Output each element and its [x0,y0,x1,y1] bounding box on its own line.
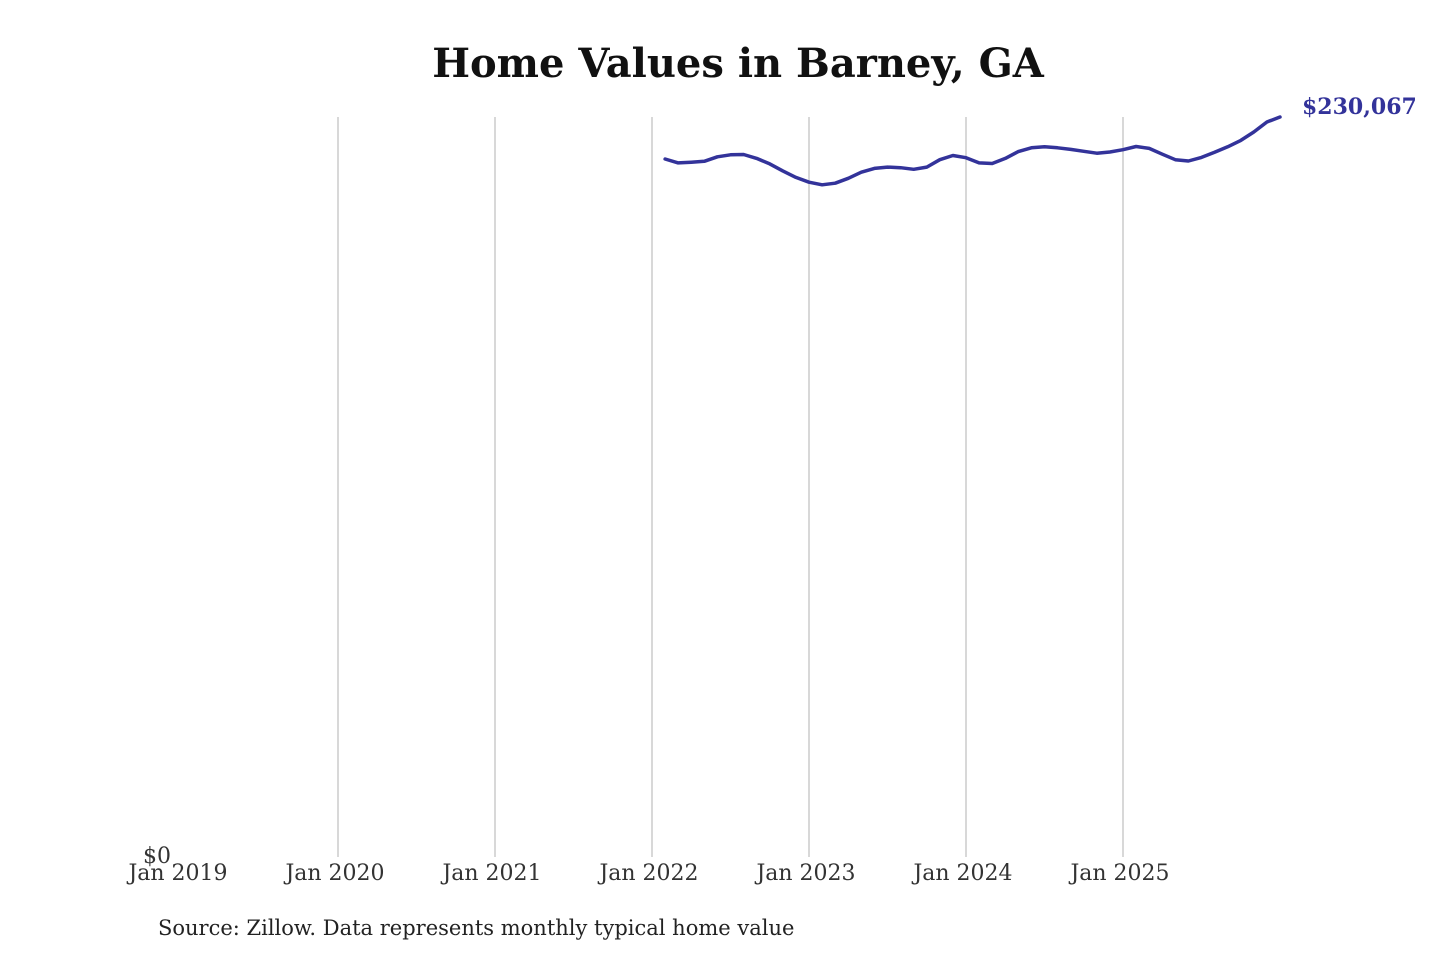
x-tick-label: Jan 2023 [754,861,855,886]
line-chart: Jan 2019 Jan 2020 Jan 2021 Jan 2022 Jan 2023… [126,94,1417,886]
x-tick-label: Jan 2020 [283,861,384,886]
home-value-line [663,115,1282,187]
x-tick-label: Jan 2024 [911,861,1012,886]
grid-lines [337,117,1124,857]
x-axis-tick-labels: Jan 2019 Jan 2020 Jan 2021 Jan 2022 Jan 2023… [126,861,1169,886]
x-tick-label: Jan 2019 [126,861,227,886]
x-tick-label: Jan 2025 [1068,861,1169,886]
x-tick-label: Jan 2021 [440,861,541,886]
series-layer: $230,067 [663,94,1417,187]
x-tick-label: Jan 2022 [597,861,698,886]
end-value-label: $230,067 [1302,94,1417,120]
chart-title: Home Values in Barney, GA [432,40,1044,87]
source-note: Source: Zillow. Data represents monthly … [158,916,795,940]
y-tick-label: $0 [143,844,171,869]
y-axis-tick-labels: $0 [143,844,171,869]
